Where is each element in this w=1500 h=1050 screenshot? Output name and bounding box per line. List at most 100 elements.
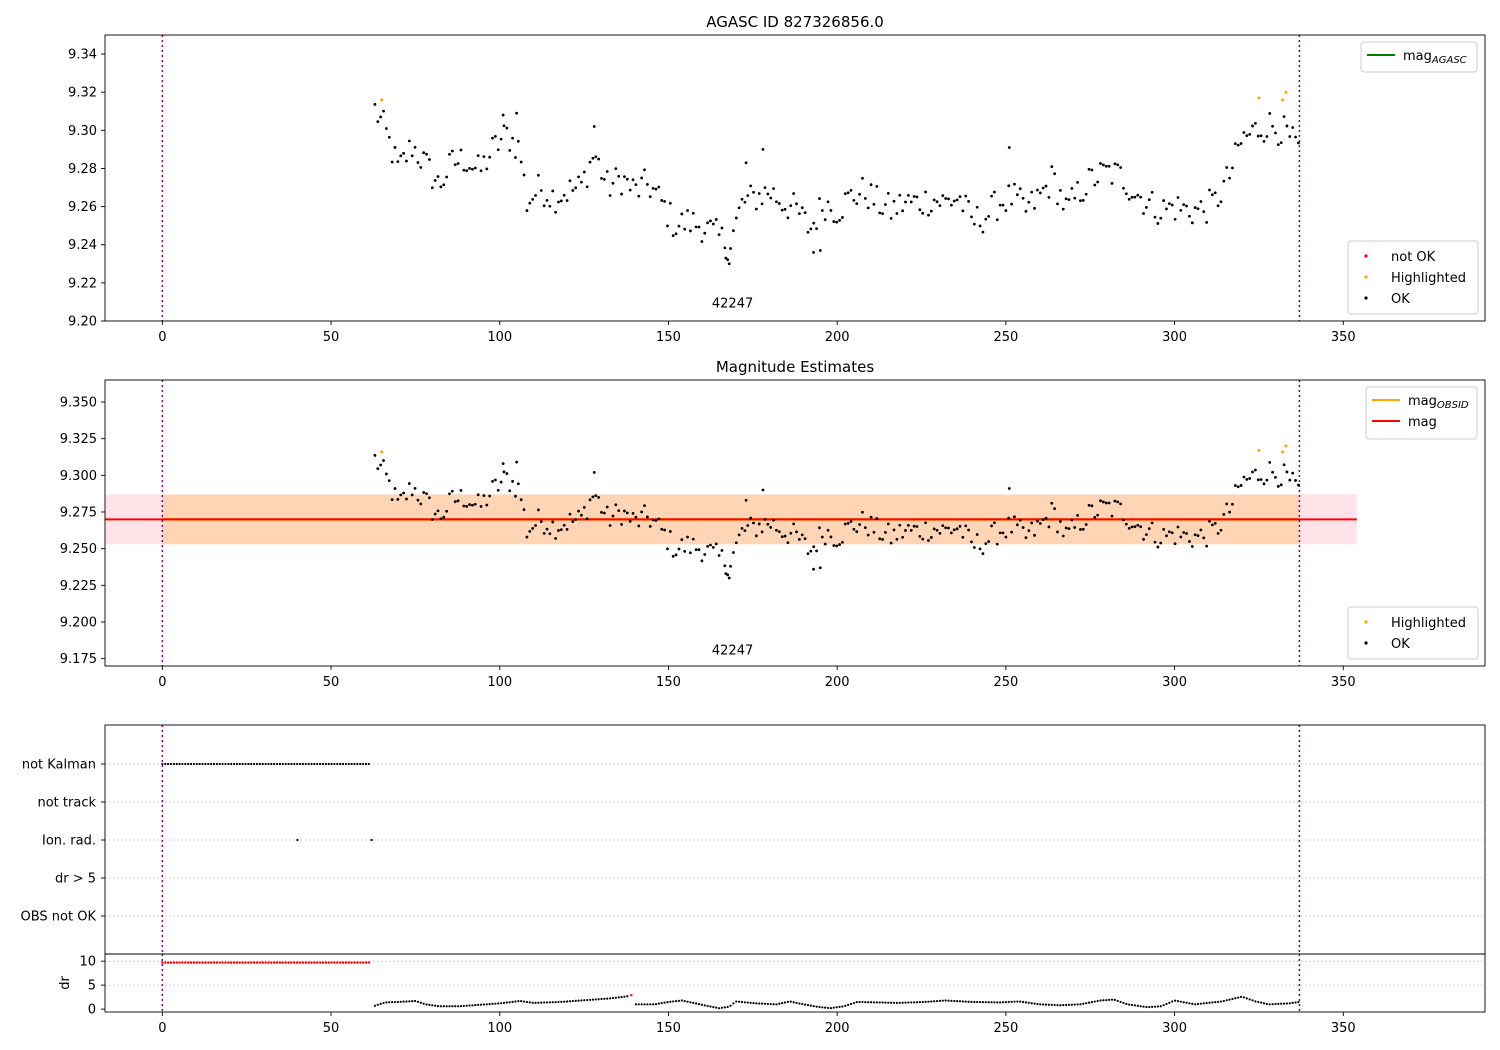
ok-point (841, 216, 844, 219)
ok-point (387, 135, 391, 139)
ok-point (1208, 519, 1211, 523)
dr-point (706, 1004, 709, 1008)
dr-point (1156, 1005, 1159, 1008)
ok-point (611, 514, 615, 518)
ok-point (1093, 515, 1097, 519)
ok-point (1236, 485, 1240, 489)
dr-point (528, 1001, 531, 1004)
dr-point (1185, 1001, 1188, 1004)
ok-point (812, 221, 816, 225)
ok-point (442, 183, 446, 187)
ok-point (462, 504, 466, 508)
not-kalman-point (296, 762, 299, 766)
y-tick-label: 9.300 (60, 469, 97, 484)
ok-point (651, 518, 655, 522)
ok-point (1050, 165, 1054, 169)
ok-point (542, 204, 546, 208)
dr-point (815, 1005, 818, 1008)
dr-point (769, 1002, 772, 1006)
ok-point (795, 530, 798, 534)
ok-point (1167, 202, 1171, 206)
ok-point (872, 202, 876, 206)
ok-point (935, 200, 939, 204)
ok-point (1225, 502, 1229, 506)
ok-point (1007, 487, 1011, 490)
ok-point (471, 503, 474, 507)
ok-point (554, 210, 558, 214)
dr-point (634, 1003, 638, 1006)
dr-point (746, 1001, 749, 1004)
ok-point (732, 551, 735, 554)
ok-point (617, 509, 621, 513)
ok-point (1225, 166, 1229, 169)
ok-point (703, 231, 707, 235)
ok-point (1262, 139, 1266, 143)
dr-point (477, 1003, 480, 1007)
y-tick-label: 10 (79, 955, 96, 970)
ok-point (450, 489, 454, 493)
ok-point (577, 175, 580, 179)
dr-point (600, 997, 603, 1001)
dr-not-ok-point (270, 961, 273, 964)
dr-not-ok-point (290, 961, 293, 964)
x-tick-label: 350 (1331, 1021, 1356, 1036)
dr-point (1033, 1002, 1036, 1005)
ok-point (594, 155, 598, 159)
dr-point (1153, 1005, 1157, 1008)
ok-point (582, 506, 586, 509)
ok-point (473, 166, 477, 170)
dr-point (887, 1001, 890, 1004)
ok-point (1216, 531, 1220, 535)
ok-point (1245, 477, 1249, 481)
ok-point (995, 542, 999, 546)
dr-not-ok-point (204, 961, 207, 964)
not-kalman-point (207, 762, 210, 766)
dr-point (1024, 1001, 1028, 1004)
dr-point (1136, 1004, 1139, 1007)
ok-point (789, 204, 793, 208)
dr-point (680, 999, 683, 1002)
ok-point (1096, 180, 1100, 184)
ok-point (818, 526, 821, 530)
ok-point (445, 509, 449, 513)
ok-point (861, 510, 864, 514)
legend-bottom: not OK Highlighted OK (1347, 240, 1479, 315)
dr-point (729, 1004, 732, 1007)
dr-point (999, 1001, 1002, 1004)
ok-point (727, 262, 731, 266)
ok-point (1073, 526, 1077, 529)
dr-point (508, 1001, 511, 1004)
dr-point (603, 997, 606, 1000)
ok-point (602, 511, 606, 515)
ok-point (557, 529, 560, 532)
dr-point (1085, 1002, 1088, 1005)
ok-point (1231, 502, 1234, 506)
ok-point (709, 543, 712, 547)
dr-point (878, 1001, 881, 1004)
dr-not-ok-point (330, 961, 333, 964)
ok-point (557, 200, 560, 204)
dr-not-ok-point (235, 961, 239, 964)
ok-point (1188, 214, 1191, 218)
highlighted-point (1284, 444, 1288, 448)
ok-point (654, 187, 658, 191)
ok-point (1253, 121, 1257, 125)
ok-point (1018, 187, 1022, 191)
ok-point (858, 523, 862, 526)
dr-point (1001, 1001, 1005, 1004)
ok-point (800, 206, 804, 210)
ok-point (1124, 192, 1128, 196)
ok-point (1116, 163, 1120, 167)
ok-point (574, 518, 578, 521)
legend-dot-swatch (1364, 275, 1368, 279)
not-kalman-point (235, 762, 239, 766)
dr-point (672, 1000, 675, 1003)
ok-point (1021, 526, 1025, 529)
not-kalman-point (267, 762, 270, 766)
dr-point (904, 1001, 907, 1004)
ok-point (1096, 513, 1100, 517)
ok-point (935, 528, 939, 532)
y-tick-label: 9.225 (60, 579, 97, 594)
ok-point (1176, 525, 1180, 529)
dr-point (990, 1001, 993, 1004)
